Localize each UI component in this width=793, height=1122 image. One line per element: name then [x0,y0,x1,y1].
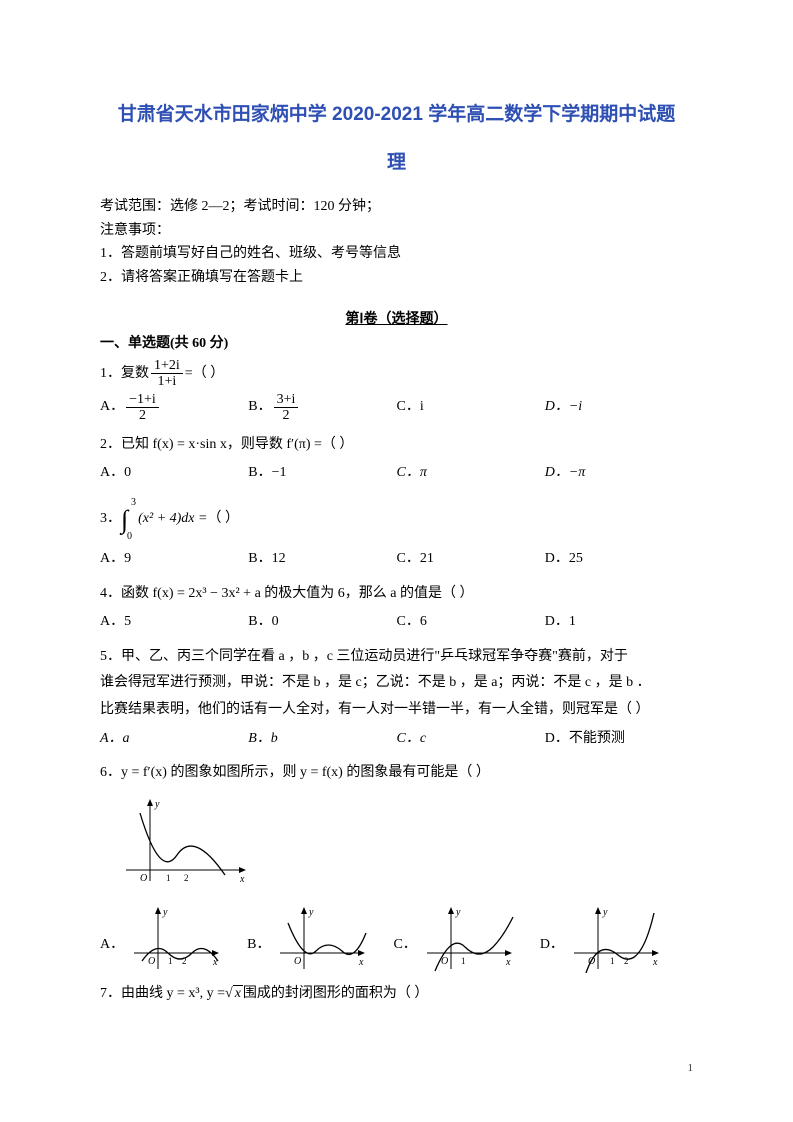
q6-opt-a-graph: y x O 12 [128,903,223,973]
svg-text:y: y [455,907,461,918]
q5-opt-c: C．c [397,726,545,753]
title-line-2: 理 [100,148,693,178]
question-7: 7．由曲线 y = x³, y = √x 围成的封闭图形的面积为（ ） [100,981,693,1008]
q6-text: 6．y = f′(x) 的图象如图所示，则 y = f(x) 的图象最有可能是（… [100,760,693,787]
exam-scope: 考试范围：选修 2—2；考试时间：120 分钟； [100,195,693,219]
svg-text:O: O [148,956,155,967]
q6-opt-c-label: C． [393,932,416,959]
q5-opt-d: D．不能预测 [545,726,693,753]
question-1: 1．复数 1+2i 1+i =（ ） A． −1+i2 B． 3+i2 C．i … [100,358,693,424]
q1-opt-c: C．i [397,392,545,424]
q6-opt-c-graph: yxO1 [421,903,516,973]
q5-opt-a: A．a [100,726,248,753]
subsection-header: 一、单选题(共 60 分) [100,332,693,352]
q5-line3: 比赛结果表明，他们的话有一人全对，有一人对一半错一半，有一人全错，则冠军是（ ） [100,697,693,724]
page-number: 1 [688,1062,694,1074]
q2-opt-b: B．−1 [248,460,396,487]
q6-opt-a-label: A． [100,932,124,959]
section-1-header: 第Ⅰ卷（选择题） [100,308,693,328]
notice-1: 1．答题前填写好自己的姓名、班级、考号等信息 [100,242,693,266]
svg-text:1: 1 [168,956,173,966]
q4-opt-c: C．6 [397,609,545,636]
q6-opt-d-label: D． [540,932,564,959]
q7-suffix: 围成的封闭图形的面积为（ ） [243,981,429,1008]
q1-prefix: 1．复数 [100,361,149,388]
q6-main-graph: y x O 1 2 [120,795,250,885]
q3-prefix: 3． [100,506,121,533]
question-4: 4．函数 f(x) = 2x³ − 3x² + a 的极大值为 6，那么 a 的… [100,581,693,636]
q1-opt-b: B． 3+i2 [248,392,396,424]
q6-opt-b-label: B． [247,932,270,959]
q3-opt-d: D．25 [545,546,693,573]
question-6: 6．y = f′(x) 的图象如图所示，则 y = f(x) 的图象最有可能是（… [100,760,693,973]
q2-opt-c: C．π [397,460,545,487]
q5-line1: 5．甲、乙、丙三个同学在看 a ，b ，c 三位运动员进行"乒乓球冠军争夺赛"赛… [100,644,693,671]
svg-text:x: x [652,957,658,968]
q3-opt-b: B．12 [248,546,396,573]
question-5: 5．甲、乙、丙三个同学在看 a ，b ，c 三位运动员进行"乒乓球冠军争夺赛"赛… [100,644,693,752]
q2-opt-d: D．−π [545,460,693,487]
notice-2: 2．请将答案正确填写在答题卡上 [100,266,693,290]
svg-text:1: 1 [166,873,171,883]
svg-text:x: x [239,874,245,885]
q3-opt-c: C．21 [397,546,545,573]
q6-opt-b-graph: y x O [274,903,369,973]
svg-text:O: O [140,873,147,884]
svg-text:x: x [212,957,218,968]
q1-suffix: =（ ） [185,361,224,388]
q1-opt-a: A． −1+i2 [100,392,248,424]
svg-text:y: y [154,799,160,810]
q3-opt-a: A．9 [100,546,248,573]
question-2: 2．已知 f(x) = x·sin x，则导数 f′(π) =（ ） A．0 B… [100,432,693,487]
svg-text:1: 1 [610,956,615,966]
q1-opt-d: D．−i [545,392,693,424]
q1-fraction: 1+2i 1+i [151,358,183,390]
sqrt-icon: √x [225,981,243,1008]
q7-prefix: 7．由曲线 y = x³, y = [100,981,225,1008]
integral-icon: ∫ 3 0 [121,495,128,544]
notice-header: 注意事项： [100,219,693,243]
svg-text:2: 2 [624,956,629,966]
svg-text:x: x [358,957,364,968]
q2-text: 2．已知 f(x) = x·sin x，则导数 f′(π) =（ ） [100,432,693,459]
question-3: 3． ∫ 3 0 (x² + 4)dx = （ ） A．9 B．12 C．21 … [100,495,693,573]
svg-text:O: O [294,956,301,967]
title-line-1: 甘肃省天水市田家炳中学 2020-2021 学年高二数学下学期期中试题 [100,100,693,130]
svg-text:y: y [162,907,168,918]
q3-suffix: （ ） [207,506,239,533]
svg-text:2: 2 [182,956,187,966]
q5-opt-b: B．b [248,726,396,753]
q5-line2: 谁会得冠军进行预测，甲说：不是 b ，是 c；乙说：不是 b ，是 a；丙说：不… [100,670,693,697]
q4-opt-d: D．1 [545,609,693,636]
svg-text:1: 1 [461,956,466,966]
q3-integrand: (x² + 4)dx = [138,506,207,533]
svg-text:x: x [505,957,511,968]
q4-opt-a: A．5 [100,609,248,636]
q4-opt-b: B．0 [248,609,396,636]
q4-text: 4．函数 f(x) = 2x³ − 3x² + a 的极大值为 6，那么 a 的… [100,581,693,608]
svg-text:2: 2 [184,873,189,883]
svg-text:y: y [308,907,314,918]
q2-opt-a: A．0 [100,460,248,487]
svg-text:y: y [602,907,608,918]
q6-opt-d-graph: yxO12 [568,903,663,973]
